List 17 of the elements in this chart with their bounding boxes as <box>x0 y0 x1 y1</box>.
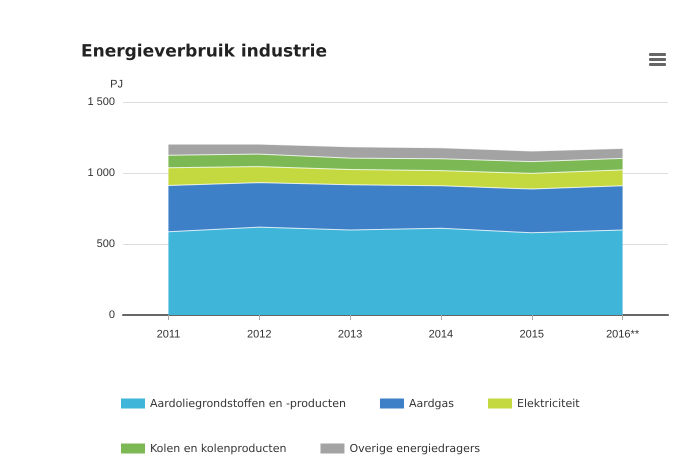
legend-label: Kolen en kolenproducten <box>150 442 286 455</box>
x-tick-label: 2013 <box>338 328 362 340</box>
x-tick-label: 2011 <box>156 328 180 340</box>
x-tick-label: 2016** <box>606 328 640 340</box>
legend-label: Aardgas <box>408 397 454 410</box>
legend-label: Overige energiedragers <box>349 442 480 455</box>
y-tick-label: 500 <box>96 238 115 250</box>
y-tick-label: 1 500 <box>87 96 115 108</box>
legend-label: Elektriciteit <box>517 397 580 410</box>
x-tick-label: 2012 <box>247 328 272 340</box>
y-axis-title: PJ <box>110 78 123 90</box>
y-tick-label: 1 000 <box>87 167 115 179</box>
x-tick-label: 2014 <box>428 328 454 340</box>
x-tick-label: 2015 <box>520 328 544 340</box>
chart-title: Energieverbruik industrie <box>81 42 328 62</box>
legend-label: Aardoliegrondstoffen en -producten <box>150 397 346 410</box>
y-tick-label: 0 <box>108 309 115 321</box>
